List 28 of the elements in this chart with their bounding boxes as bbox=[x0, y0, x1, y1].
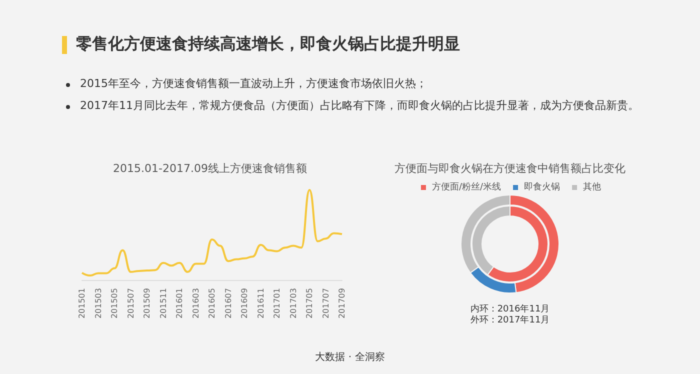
text: 2015年至今，方便速食销售额一直波动上升，方便速食市场依旧火热； bbox=[80, 76, 427, 91]
x-tick-label: 201505 bbox=[110, 288, 119, 319]
x-tick-label: 201511 bbox=[158, 288, 168, 319]
x-tick-label: 201707 bbox=[321, 288, 330, 319]
chart-title: 2015.01-2017.09线上方便速食销售额 bbox=[113, 162, 307, 175]
x-tick-label: 201703 bbox=[288, 288, 298, 319]
text: 零售化方便速食持续高速增长，即食火锅占比提升明显 bbox=[76, 34, 460, 55]
x-tick-label: 201605 bbox=[208, 288, 216, 319]
legend-label: 其他 bbox=[583, 182, 602, 192]
x-tick-label: 201503 bbox=[94, 288, 103, 319]
x-tick-label: 201509 bbox=[142, 288, 152, 319]
x-tick-label: 201607 bbox=[224, 288, 233, 319]
x-tick-label: 201603 bbox=[191, 288, 200, 319]
legend-label: 即食火锅 bbox=[524, 182, 560, 192]
text: 外环：2017年11月 bbox=[470, 314, 550, 326]
x-tick-label: 201501 bbox=[78, 288, 86, 319]
chart-title: 方便面与即食火锅在方便速食中销售额占比变化 bbox=[394, 162, 626, 175]
x-tick-label: 201701 bbox=[272, 288, 282, 319]
text: 内环：2016年11月 bbox=[470, 304, 550, 314]
text: 大数据 · 全洞察 bbox=[314, 350, 386, 364]
x-tick-label: 201601 bbox=[175, 288, 184, 319]
x-tick-label: 201705 bbox=[305, 288, 314, 319]
x-tick-label: 201507 bbox=[126, 288, 136, 319]
x-tick-label: 201609 bbox=[240, 288, 249, 319]
legend-label: 方便面/粉丝/米线 bbox=[432, 182, 502, 192]
text: 2017年11月同比去年，常规方便食品（方便面）占比略有下降，而即食火锅的占比提升显著，成为方便食品新贵。 bbox=[80, 98, 639, 113]
x-tick-label: 201709 bbox=[338, 288, 346, 319]
x-tick-label: 201611 bbox=[256, 288, 266, 319]
